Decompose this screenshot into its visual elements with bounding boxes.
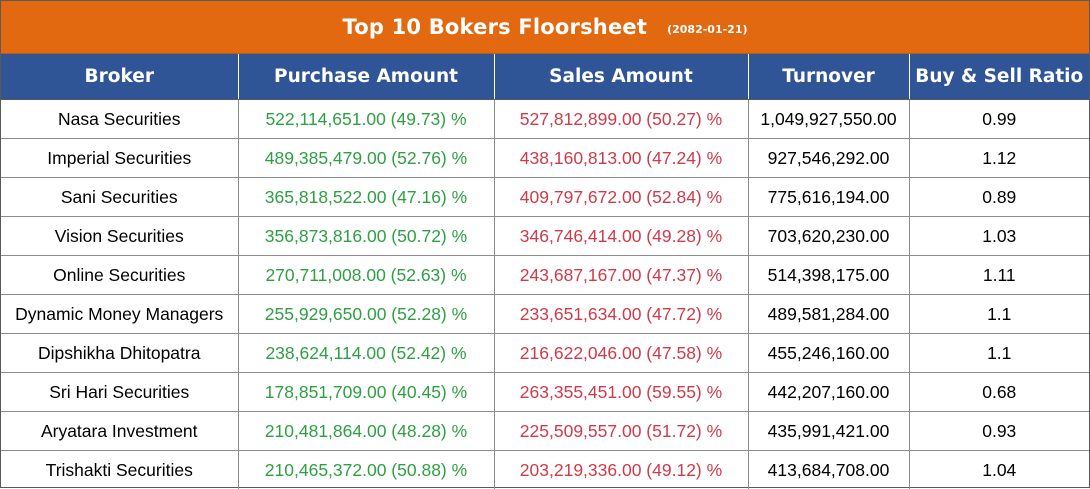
ratio-cell: 1.03	[909, 217, 1089, 256]
purchase-amount-cell: 255,929,650.00 (52.28) %	[238, 295, 494, 334]
report-date: (2082-01-21)	[667, 23, 747, 36]
table-row: Sani Securities 365,818,522.00 (47.16) %…	[1, 178, 1089, 217]
broker-name-cell: Imperial Securities	[1, 139, 238, 178]
table-row: Trishakti Securities 210,465,372.00 (50.…	[1, 451, 1089, 489]
ratio-cell: 0.93	[909, 412, 1089, 451]
turnover-cell: 775,616,194.00	[748, 178, 909, 217]
ratio-cell: 1.1	[909, 295, 1089, 334]
broker-name-cell: Sani Securities	[1, 178, 238, 217]
turnover-cell: 455,246,160.00	[748, 334, 909, 373]
broker-name-cell: Dipshikha Dhitopatra	[1, 334, 238, 373]
column-header-turnover: Turnover	[748, 54, 909, 100]
purchase-amount-cell: 178,851,709.00 (40.45) %	[238, 373, 494, 412]
ratio-cell: 0.99	[909, 100, 1089, 139]
sales-amount-cell: 346,746,414.00 (49.28) %	[494, 217, 748, 256]
column-header-sales-amount: Sales Amount	[494, 54, 748, 100]
sales-amount-cell: 263,355,451.00 (59.55) %	[494, 373, 748, 412]
column-header-buy-sell-ratio: Buy & Sell Ratio	[909, 54, 1089, 100]
broker-name-cell: Trishakti Securities	[1, 451, 238, 489]
purchase-amount-cell: 356,873,816.00 (50.72) %	[238, 217, 494, 256]
ratio-cell: 0.89	[909, 178, 1089, 217]
table-header-row: Broker Purchase Amount Sales Amount Turn…	[1, 54, 1089, 100]
table-row: Sri Hari Securities 178,851,709.00 (40.4…	[1, 373, 1089, 412]
ratio-cell: 1.12	[909, 139, 1089, 178]
broker-name-cell: Dynamic Money Managers	[1, 295, 238, 334]
sales-amount-cell: 243,687,167.00 (47.37) %	[494, 256, 748, 295]
broker-table: Broker Purchase Amount Sales Amount Turn…	[1, 54, 1089, 489]
turnover-cell: 435,991,421.00	[748, 412, 909, 451]
sales-amount-cell: 438,160,813.00 (47.24) %	[494, 139, 748, 178]
broker-name-cell: Vision Securities	[1, 217, 238, 256]
purchase-amount-cell: 210,465,372.00 (50.88) %	[238, 451, 494, 489]
turnover-cell: 1,049,927,550.00	[748, 100, 909, 139]
table-row: Dipshikha Dhitopatra 238,624,114.00 (52.…	[1, 334, 1089, 373]
turnover-cell: 489,581,284.00	[748, 295, 909, 334]
turnover-cell: 442,207,160.00	[748, 373, 909, 412]
purchase-amount-cell: 365,818,522.00 (47.16) %	[238, 178, 494, 217]
table-row: Aryatara Investment 210,481,864.00 (48.2…	[1, 412, 1089, 451]
table-row: Vision Securities 356,873,816.00 (50.72)…	[1, 217, 1089, 256]
column-header-broker: Broker	[1, 54, 238, 100]
ratio-cell: 0.68	[909, 373, 1089, 412]
purchase-amount-cell: 522,114,651.00 (49.73) %	[238, 100, 494, 139]
turnover-cell: 927,546,292.00	[748, 139, 909, 178]
broker-name-cell: Online Securities	[1, 256, 238, 295]
table-row: Online Securities 270,711,008.00 (52.63)…	[1, 256, 1089, 295]
ratio-cell: 1.04	[909, 451, 1089, 489]
page-title: Top 10 Bokers Floorsheet	[342, 15, 647, 39]
purchase-amount-cell: 270,711,008.00 (52.63) %	[238, 256, 494, 295]
purchase-amount-cell: 210,481,864.00 (48.28) %	[238, 412, 494, 451]
turnover-cell: 514,398,175.00	[748, 256, 909, 295]
turnover-cell: 413,684,708.00	[748, 451, 909, 489]
turnover-cell: 703,620,230.00	[748, 217, 909, 256]
sales-amount-cell: 409,797,672.00 (52.84) %	[494, 178, 748, 217]
purchase-amount-cell: 489,385,479.00 (52.76) %	[238, 139, 494, 178]
sales-amount-cell: 216,622,046.00 (47.58) %	[494, 334, 748, 373]
table-row: Nasa Securities 522,114,651.00 (49.73) %…	[1, 100, 1089, 139]
table-row: Imperial Securities 489,385,479.00 (52.7…	[1, 139, 1089, 178]
purchase-amount-cell: 238,624,114.00 (52.42) %	[238, 334, 494, 373]
sales-amount-cell: 527,812,899.00 (50.27) %	[494, 100, 748, 139]
table-row: Dynamic Money Managers 255,929,650.00 (5…	[1, 295, 1089, 334]
sales-amount-cell: 203,219,336.00 (49.12) %	[494, 451, 748, 489]
sales-amount-cell: 233,651,634.00 (47.72) %	[494, 295, 748, 334]
broker-name-cell: Nasa Securities	[1, 100, 238, 139]
broker-name-cell: Aryatara Investment	[1, 412, 238, 451]
sales-amount-cell: 225,509,557.00 (51.72) %	[494, 412, 748, 451]
ratio-cell: 1.11	[909, 256, 1089, 295]
column-header-purchase-amount: Purchase Amount	[238, 54, 494, 100]
ratio-cell: 1.1	[909, 334, 1089, 373]
broker-name-cell: Sri Hari Securities	[1, 373, 238, 412]
title-bar: Top 10 Bokers Floorsheet (2082-01-21)	[1, 1, 1089, 54]
